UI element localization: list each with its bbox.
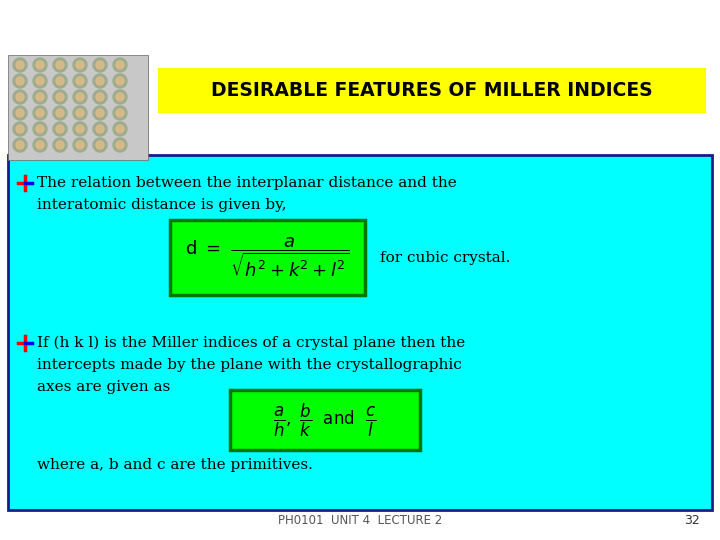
- Circle shape: [73, 138, 87, 152]
- Circle shape: [33, 90, 47, 104]
- Bar: [170, 220, 365, 295]
- Circle shape: [73, 58, 87, 72]
- Circle shape: [13, 90, 27, 104]
- Circle shape: [13, 106, 27, 120]
- Text: DESIRABLE FEATURES OF MILLER INDICES: DESIRABLE FEATURES OF MILLER INDICES: [211, 81, 653, 100]
- Circle shape: [93, 58, 107, 72]
- Circle shape: [113, 90, 127, 104]
- Circle shape: [93, 138, 107, 152]
- Circle shape: [56, 141, 64, 149]
- Circle shape: [33, 138, 47, 152]
- Circle shape: [73, 90, 87, 104]
- Circle shape: [36, 141, 44, 149]
- Circle shape: [76, 109, 84, 117]
- Circle shape: [36, 109, 44, 117]
- Circle shape: [113, 58, 127, 72]
- Circle shape: [36, 125, 44, 133]
- Circle shape: [116, 61, 124, 69]
- Circle shape: [53, 90, 67, 104]
- Circle shape: [93, 74, 107, 88]
- Text: If (h k l) is the Miller indices of a crystal plane then the: If (h k l) is the Miller indices of a cr…: [37, 336, 465, 350]
- Circle shape: [76, 125, 84, 133]
- Circle shape: [76, 141, 84, 149]
- Circle shape: [96, 125, 104, 133]
- Circle shape: [16, 125, 24, 133]
- Circle shape: [113, 74, 127, 88]
- Circle shape: [13, 138, 27, 152]
- Circle shape: [116, 93, 124, 101]
- Bar: [230, 390, 420, 450]
- Text: The relation between the interplanar distance and the: The relation between the interplanar dis…: [37, 176, 456, 190]
- Circle shape: [116, 109, 124, 117]
- Circle shape: [16, 93, 24, 101]
- Circle shape: [56, 77, 64, 85]
- Circle shape: [56, 109, 64, 117]
- Bar: [8, 55, 148, 160]
- Circle shape: [13, 58, 27, 72]
- Circle shape: [76, 77, 84, 85]
- Text: $\mathrm{d} \ = \ \dfrac{a}{\sqrt{h^2 + k^2 + l^2}}$: $\mathrm{d} \ = \ \dfrac{a}{\sqrt{h^2 + …: [185, 235, 350, 280]
- Circle shape: [73, 74, 87, 88]
- Circle shape: [93, 106, 107, 120]
- Circle shape: [36, 93, 44, 101]
- Circle shape: [113, 106, 127, 120]
- Circle shape: [96, 141, 104, 149]
- Circle shape: [13, 74, 27, 88]
- Text: where a, b and c are the primitives.: where a, b and c are the primitives.: [37, 458, 313, 472]
- Circle shape: [73, 106, 87, 120]
- Circle shape: [116, 125, 124, 133]
- Circle shape: [96, 109, 104, 117]
- Circle shape: [56, 61, 64, 69]
- Circle shape: [33, 106, 47, 120]
- Circle shape: [116, 77, 124, 85]
- Bar: [158, 68, 706, 113]
- Text: intercepts made by the plane with the crystallographic: intercepts made by the plane with the cr…: [37, 358, 462, 372]
- Circle shape: [96, 93, 104, 101]
- Circle shape: [53, 138, 67, 152]
- Circle shape: [36, 61, 44, 69]
- Circle shape: [13, 122, 27, 136]
- Text: axes are given as: axes are given as: [37, 380, 170, 394]
- Circle shape: [53, 106, 67, 120]
- Circle shape: [93, 90, 107, 104]
- Text: 32: 32: [684, 514, 700, 526]
- Circle shape: [53, 58, 67, 72]
- Text: for cubic crystal.: for cubic crystal.: [380, 251, 510, 265]
- Circle shape: [16, 61, 24, 69]
- Text: $\dfrac{a}{h},\ \dfrac{b}{k}\ \ \mathrm{and}\ \ \dfrac{c}{l}$: $\dfrac{a}{h},\ \dfrac{b}{k}\ \ \mathrm{…: [274, 401, 377, 438]
- Circle shape: [96, 61, 104, 69]
- Circle shape: [96, 77, 104, 85]
- Text: interatomic distance is given by,: interatomic distance is given by,: [37, 198, 287, 212]
- Text: PH0101  UNIT 4  LECTURE 2: PH0101 UNIT 4 LECTURE 2: [278, 514, 442, 526]
- Circle shape: [113, 138, 127, 152]
- Circle shape: [53, 122, 67, 136]
- Circle shape: [53, 74, 67, 88]
- Circle shape: [33, 74, 47, 88]
- Circle shape: [16, 109, 24, 117]
- Circle shape: [73, 122, 87, 136]
- Circle shape: [76, 61, 84, 69]
- Circle shape: [93, 122, 107, 136]
- Circle shape: [76, 93, 84, 101]
- Circle shape: [113, 122, 127, 136]
- Circle shape: [16, 141, 24, 149]
- Circle shape: [33, 58, 47, 72]
- Circle shape: [56, 125, 64, 133]
- Bar: [8, 155, 712, 510]
- Circle shape: [56, 93, 64, 101]
- Circle shape: [36, 77, 44, 85]
- Circle shape: [33, 122, 47, 136]
- Circle shape: [116, 141, 124, 149]
- Circle shape: [16, 77, 24, 85]
